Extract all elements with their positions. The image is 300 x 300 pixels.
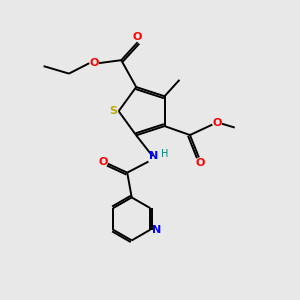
Text: O: O (89, 58, 98, 68)
Text: N: N (148, 151, 158, 161)
Text: O: O (213, 118, 222, 128)
Text: H: H (161, 149, 169, 159)
Text: N: N (152, 225, 161, 235)
Text: S: S (109, 106, 117, 116)
Text: O: O (133, 32, 142, 42)
Text: O: O (196, 158, 205, 168)
Text: O: O (98, 157, 107, 167)
